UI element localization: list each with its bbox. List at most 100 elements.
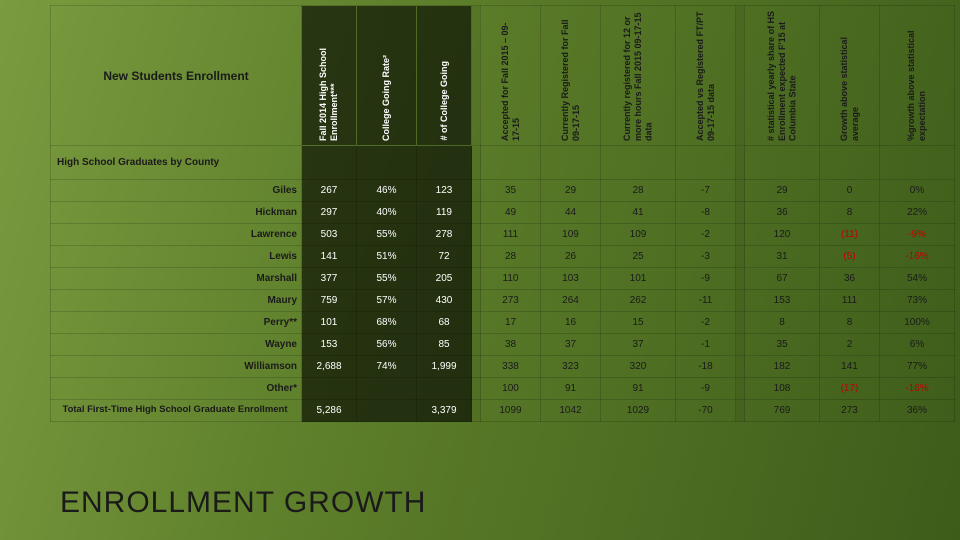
cell: -9% <box>880 224 955 246</box>
cell: 2 <box>820 334 880 356</box>
enrollment-table-container: New Students Enrollment Fall 2014 High S… <box>50 5 955 422</box>
spacer2 <box>736 6 745 146</box>
col-share: # statistical yearly share of HS Enrollm… <box>745 6 820 146</box>
cell: 120 <box>745 224 820 246</box>
cell: 36 <box>745 202 820 224</box>
total-row: Total First-Time High School Graduate En… <box>51 400 955 422</box>
table-row: Marshall37755%205110103101-9673654% <box>51 268 955 290</box>
col-accepted: Accepted for Fall 2015 – 09-17-15 <box>481 6 541 146</box>
col-rate: College Going Rate² <box>357 6 417 146</box>
cell: 262 <box>601 290 676 312</box>
col-registered: Currently Registered for Fall 09-17-15 <box>541 6 601 146</box>
cell: 100% <box>880 312 955 334</box>
county-name: Hickman <box>51 202 302 224</box>
county-name: Wayne <box>51 334 302 356</box>
cell: 0% <box>880 180 955 202</box>
cell: 56% <box>357 334 417 356</box>
col-accvreg: Accepted vs Registered FT/PT 09-17-15 da… <box>676 6 736 146</box>
cell: -16% <box>880 246 955 268</box>
other-label: Other* <box>51 378 302 400</box>
cell: 46% <box>357 180 417 202</box>
total-label: Total First-Time High School Graduate En… <box>51 400 302 422</box>
header-row: New Students Enrollment Fall 2014 High S… <box>51 6 955 146</box>
cell: 73% <box>880 290 955 312</box>
cell: 101 <box>601 268 676 290</box>
section-row: High School Graduates by County <box>51 146 955 180</box>
cell: 17 <box>481 312 541 334</box>
cell: 141 <box>302 246 357 268</box>
cell: 141 <box>820 356 880 378</box>
cell: 55% <box>357 268 417 290</box>
cell: 29 <box>745 180 820 202</box>
cell: -18 <box>676 356 736 378</box>
cell: 68 <box>417 312 472 334</box>
county-name: Williamson <box>51 356 302 378</box>
cell: -11 <box>676 290 736 312</box>
cell: -8 <box>676 202 736 224</box>
cell: 51% <box>357 246 417 268</box>
cell: 16 <box>541 312 601 334</box>
col-numgoing: # of College Going <box>417 6 472 146</box>
cell: 2,688 <box>302 356 357 378</box>
cell: 320 <box>601 356 676 378</box>
table-row: Giles26746%123352928-72900% <box>51 180 955 202</box>
cell: 8 <box>820 312 880 334</box>
cell: (5) <box>820 246 880 268</box>
cell: 22% <box>880 202 955 224</box>
cell: 103 <box>541 268 601 290</box>
cell: 430 <box>417 290 472 312</box>
cell: 8 <box>820 202 880 224</box>
cell: 267 <box>302 180 357 202</box>
cell: 153 <box>302 334 357 356</box>
cell: 119 <box>417 202 472 224</box>
cell: 273 <box>481 290 541 312</box>
cell: 25 <box>601 246 676 268</box>
cell: 41 <box>601 202 676 224</box>
cell: 15 <box>601 312 676 334</box>
county-name: Maury <box>51 290 302 312</box>
cell: -2 <box>676 224 736 246</box>
cell: 278 <box>417 224 472 246</box>
cell: 29 <box>541 180 601 202</box>
cell: 57% <box>357 290 417 312</box>
cell: 38 <box>481 334 541 356</box>
table-row: Perry**10168%68171615-288100% <box>51 312 955 334</box>
col-reg12: Currently registered for 12 or more hour… <box>601 6 676 146</box>
table-row: Lawrence50355%278111109109-2120(11)-9% <box>51 224 955 246</box>
cell: 28 <box>481 246 541 268</box>
cell: 44 <box>541 202 601 224</box>
cell: 67 <box>745 268 820 290</box>
cell: 123 <box>417 180 472 202</box>
cell: 77% <box>880 356 955 378</box>
cell: 101 <box>302 312 357 334</box>
cell: 55% <box>357 224 417 246</box>
cell: 72 <box>417 246 472 268</box>
cell: 6% <box>880 334 955 356</box>
table-row: Williamson2,68874%1,999338323320-1818214… <box>51 356 955 378</box>
cell: 35 <box>745 334 820 356</box>
county-name: Lawrence <box>51 224 302 246</box>
cell: (11) <box>820 224 880 246</box>
cell: 759 <box>302 290 357 312</box>
cell: 109 <box>541 224 601 246</box>
cell: 338 <box>481 356 541 378</box>
cell: 377 <box>302 268 357 290</box>
cell: 503 <box>302 224 357 246</box>
page-title: ENROLLMENT GROWTH <box>60 486 426 520</box>
section-label: High School Graduates by County <box>51 146 302 180</box>
cell: 264 <box>541 290 601 312</box>
table-title: New Students Enrollment <box>51 6 302 146</box>
cell: -7 <box>676 180 736 202</box>
cell: 111 <box>820 290 880 312</box>
cell: 111 <box>481 224 541 246</box>
county-name: Perry** <box>51 312 302 334</box>
col-fall2014: Fall 2014 High School Enrollment*** <box>302 6 357 146</box>
cell: 205 <box>417 268 472 290</box>
cell: 1,999 <box>417 356 472 378</box>
spacer <box>472 6 481 146</box>
cell: 74% <box>357 356 417 378</box>
county-name: Marshall <box>51 268 302 290</box>
cell: 109 <box>601 224 676 246</box>
other-row: Other* 1009191-9 108(17)-16% <box>51 378 955 400</box>
col-pctgrowth: %growth above statistical expectation <box>880 6 955 146</box>
